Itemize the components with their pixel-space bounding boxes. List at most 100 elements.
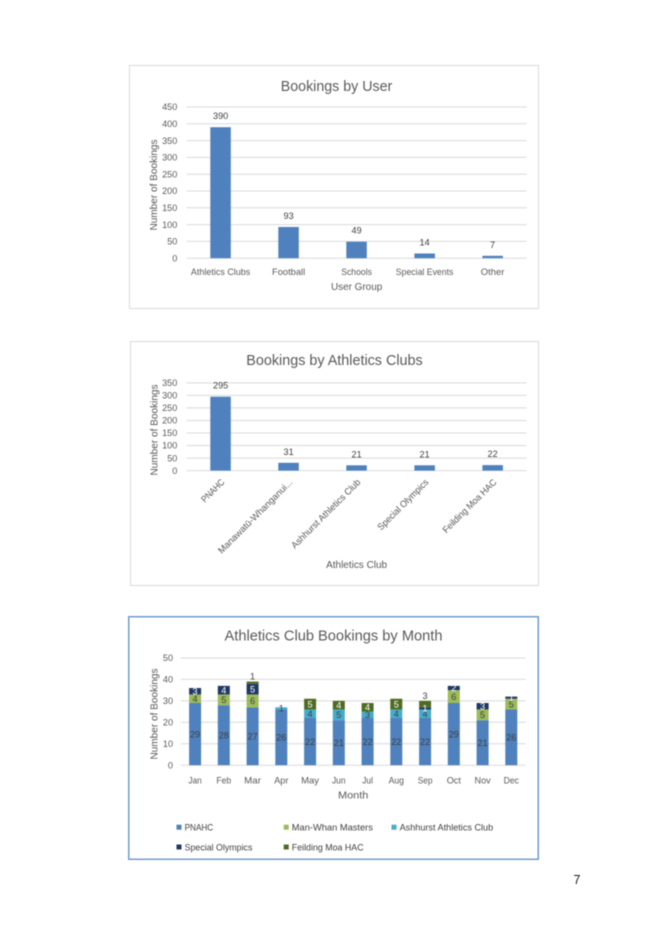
svg-text:21: 21 [420, 449, 430, 459]
svg-text:100: 100 [162, 441, 177, 451]
svg-text:200: 200 [162, 186, 177, 196]
svg-text:4: 4 [423, 709, 428, 719]
svg-text:Mar: Mar [244, 776, 261, 786]
svg-text:10: 10 [163, 739, 173, 749]
svg-text:450: 450 [162, 102, 177, 112]
svg-text:Number of Bookings: Number of Bookings [150, 384, 161, 475]
svg-text:350: 350 [162, 378, 177, 388]
svg-text:26: 26 [276, 733, 286, 743]
svg-text:Other: Other [481, 267, 505, 277]
svg-text:21: 21 [352, 449, 362, 459]
svg-text:250: 250 [162, 169, 177, 179]
svg-text:Dec: Dec [504, 776, 520, 786]
svg-text:200: 200 [162, 416, 177, 426]
svg-text:150: 150 [162, 203, 177, 213]
svg-text:5: 5 [509, 699, 514, 709]
svg-text:31: 31 [284, 447, 294, 457]
svg-text:PNAHC: PNAHC [185, 823, 214, 833]
svg-text:Feb: Feb [216, 776, 231, 786]
svg-text:40: 40 [163, 675, 173, 685]
svg-text:300: 300 [162, 153, 177, 163]
svg-text:7: 7 [490, 240, 495, 250]
svg-text:1: 1 [250, 672, 255, 682]
svg-text:2: 2 [451, 683, 456, 693]
svg-text:22: 22 [305, 737, 315, 747]
svg-text:1: 1 [509, 693, 514, 703]
svg-text:49: 49 [352, 226, 362, 236]
svg-text:3: 3 [480, 701, 485, 711]
svg-text:29: 29 [190, 729, 200, 739]
svg-text:0: 0 [172, 253, 177, 263]
svg-text:Nov: Nov [475, 776, 492, 786]
svg-text:Number of Bookings: Number of Bookings [150, 668, 161, 759]
svg-text:5: 5 [394, 699, 399, 709]
svg-text:295: 295 [213, 381, 228, 391]
svg-text:Aug: Aug [389, 776, 404, 786]
svg-text:14: 14 [420, 238, 430, 248]
svg-text:0: 0 [168, 760, 173, 770]
svg-text:22: 22 [488, 449, 498, 459]
svg-text:5: 5 [308, 699, 313, 709]
svg-text:22: 22 [363, 737, 373, 747]
svg-text:Schools: Schools [341, 267, 372, 277]
svg-text:May: May [301, 776, 319, 786]
svg-text:Athletics Club Bookings by Mon: Athletics Club Bookings by Month [225, 629, 443, 645]
svg-text:28: 28 [219, 730, 229, 740]
svg-text:6: 6 [250, 696, 255, 706]
svg-text:Jul: Jul [362, 776, 373, 786]
svg-text:5: 5 [250, 684, 255, 694]
svg-text:250: 250 [162, 403, 177, 413]
svg-text:Football: Football [272, 267, 305, 277]
svg-text:21: 21 [478, 738, 488, 748]
svg-text:150: 150 [162, 428, 177, 438]
svg-text:93: 93 [284, 211, 294, 221]
svg-text:4: 4 [394, 709, 399, 719]
svg-text:22: 22 [391, 737, 401, 747]
svg-text:User Group: User Group [331, 282, 383, 293]
svg-text:Apr: Apr [274, 776, 288, 786]
svg-text:6: 6 [451, 692, 456, 702]
svg-text:3: 3 [423, 691, 428, 701]
svg-text:4: 4 [365, 703, 370, 713]
svg-text:26: 26 [506, 733, 516, 743]
svg-text:1: 1 [279, 704, 284, 714]
svg-text:300: 300 [162, 391, 177, 401]
svg-text:100: 100 [162, 220, 177, 230]
svg-text:0: 0 [172, 466, 177, 476]
svg-text:Jun: Jun [332, 776, 346, 786]
svg-text:21: 21 [334, 738, 344, 748]
svg-text:4: 4 [221, 685, 226, 695]
svg-text:Special Events: Special Events [396, 267, 454, 277]
svg-text:400: 400 [162, 119, 177, 129]
svg-text:4: 4 [336, 700, 341, 710]
svg-text:390: 390 [213, 111, 228, 121]
svg-text:Special Olympics: Special Olympics [185, 842, 253, 852]
svg-text:350: 350 [162, 136, 177, 146]
svg-text:5: 5 [336, 710, 341, 720]
svg-text:4: 4 [193, 694, 198, 704]
svg-text:Oct: Oct [447, 776, 462, 786]
svg-text:27: 27 [248, 732, 258, 742]
svg-text:50: 50 [167, 237, 177, 247]
svg-text:Sep: Sep [418, 776, 433, 786]
svg-text:4: 4 [308, 709, 313, 719]
svg-text:Athletics Clubs: Athletics Clubs [191, 267, 251, 277]
svg-text:Athletics Club: Athletics Club [326, 560, 387, 571]
svg-text:Ashhurst Athletics Club: Ashhurst Athletics Club [400, 823, 494, 833]
svg-text:20: 20 [163, 718, 173, 728]
svg-text:50: 50 [167, 453, 177, 463]
svg-text:Month: Month [338, 791, 368, 802]
svg-text:Man-Whan Masters: Man-Whan Masters [292, 823, 373, 833]
svg-text:22: 22 [420, 737, 430, 747]
svg-text:5: 5 [480, 710, 485, 720]
svg-text:30: 30 [163, 696, 173, 706]
svg-text:50: 50 [163, 653, 173, 663]
svg-text:Bookings by User: Bookings by User [281, 79, 393, 95]
svg-text:Bookings by Athletics Clubs: Bookings by Athletics Clubs [246, 353, 422, 369]
svg-text:Jan: Jan [189, 776, 202, 786]
svg-text:3: 3 [193, 686, 198, 696]
svg-text:3: 3 [365, 710, 370, 720]
svg-text:Feilding Moa HAC: Feilding Moa HAC [292, 842, 364, 852]
svg-text:29: 29 [449, 729, 459, 739]
svg-text:1: 1 [423, 704, 428, 714]
